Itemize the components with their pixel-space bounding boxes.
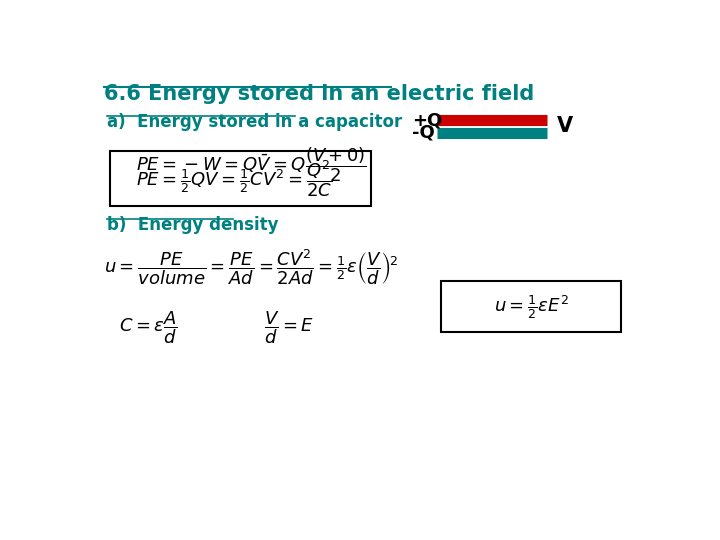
Text: $u = \dfrac{PE}{volume} = \dfrac{PE}{Ad} = \dfrac{CV^2}{2Ad} = \frac{1}{2}\varep: $u = \dfrac{PE}{volume} = \dfrac{PE}{Ad}… — [104, 247, 397, 287]
Text: +Q: +Q — [412, 111, 442, 129]
Text: V: V — [557, 117, 572, 137]
Text: $PE = \frac{1}{2}QV = \frac{1}{2}CV^2 = \dfrac{Q^2}{2C}$: $PE = \frac{1}{2}QV = \frac{1}{2}CV^2 = … — [137, 158, 333, 199]
Text: $PE = -W = Q\bar{V} = Q\dfrac{(V+0)}{2}$: $PE = -W = Q\bar{V} = Q\dfrac{(V+0)}{2}$ — [137, 146, 367, 184]
Text: 6.6 Energy stored in an electric field: 6.6 Energy stored in an electric field — [104, 84, 534, 104]
Text: $\dfrac{V}{d} = E$: $\dfrac{V}{d} = E$ — [264, 309, 315, 346]
Text: b)  Energy density: b) Energy density — [107, 215, 279, 234]
FancyBboxPatch shape — [441, 281, 621, 332]
Text: $u = \frac{1}{2}\varepsilon E^2$: $u = \frac{1}{2}\varepsilon E^2$ — [493, 293, 568, 321]
Text: -Q: -Q — [412, 124, 434, 141]
Text: a)  Energy stored in a capacitor: a) Energy stored in a capacitor — [107, 112, 402, 131]
FancyBboxPatch shape — [110, 151, 372, 206]
Text: $C = \varepsilon\dfrac{A}{d}$: $C = \varepsilon\dfrac{A}{d}$ — [120, 309, 178, 346]
